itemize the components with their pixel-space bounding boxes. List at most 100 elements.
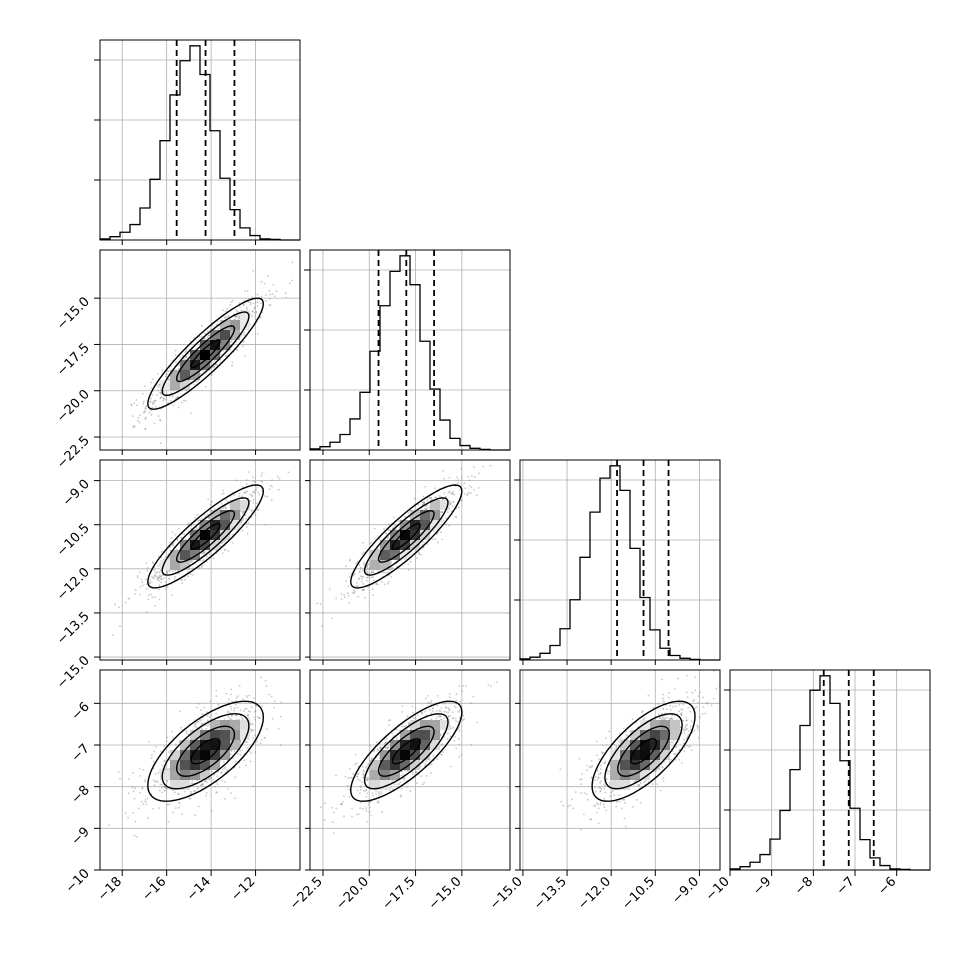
point xyxy=(151,754,153,756)
point xyxy=(268,304,271,306)
point xyxy=(168,803,171,806)
point xyxy=(192,574,195,576)
point xyxy=(207,516,210,519)
point xyxy=(254,704,257,707)
point xyxy=(212,361,215,364)
point xyxy=(225,692,228,695)
point xyxy=(151,403,154,406)
point xyxy=(248,694,251,697)
point xyxy=(269,293,271,296)
point xyxy=(174,354,177,357)
point xyxy=(145,562,148,564)
scatter-points xyxy=(559,670,720,831)
point xyxy=(214,786,217,788)
point xyxy=(228,698,230,701)
point xyxy=(615,805,617,808)
point xyxy=(227,550,230,553)
point xyxy=(268,289,271,292)
point xyxy=(148,741,151,743)
point xyxy=(133,797,136,800)
point xyxy=(240,520,243,523)
point xyxy=(206,715,209,717)
point xyxy=(197,703,200,705)
point xyxy=(407,512,409,514)
point xyxy=(177,395,179,398)
panel-frame xyxy=(309,459,511,661)
point xyxy=(213,365,216,368)
point xyxy=(254,514,257,516)
point xyxy=(118,606,120,609)
point xyxy=(203,551,206,554)
point xyxy=(233,494,236,496)
point xyxy=(190,573,192,575)
point xyxy=(138,571,141,573)
point xyxy=(346,784,349,787)
point xyxy=(231,533,234,536)
density-cell xyxy=(210,530,220,540)
point xyxy=(261,480,264,483)
point xyxy=(203,513,206,516)
point xyxy=(406,715,409,718)
point xyxy=(399,795,402,798)
point xyxy=(191,560,194,562)
point xyxy=(256,740,258,743)
point xyxy=(246,483,248,486)
point xyxy=(387,523,390,525)
point xyxy=(155,745,157,748)
point xyxy=(144,408,147,410)
point xyxy=(448,693,451,695)
point xyxy=(184,351,187,353)
density-cell xyxy=(210,350,220,360)
point xyxy=(275,290,278,292)
density-cell xyxy=(180,560,190,570)
panel-frame xyxy=(519,459,721,661)
point xyxy=(450,492,453,495)
point xyxy=(355,813,358,816)
point xyxy=(239,509,242,512)
point xyxy=(366,576,369,579)
point xyxy=(141,787,144,790)
point xyxy=(363,588,366,591)
point xyxy=(353,589,356,592)
point xyxy=(347,595,350,597)
point xyxy=(224,355,227,357)
point xyxy=(340,593,343,595)
point xyxy=(367,803,370,806)
point xyxy=(487,684,490,686)
point xyxy=(473,466,475,469)
point xyxy=(279,744,282,747)
point xyxy=(124,812,127,814)
contour-2 xyxy=(349,700,463,802)
point xyxy=(339,803,342,806)
point xyxy=(175,807,177,809)
point xyxy=(207,330,209,333)
point xyxy=(699,691,701,694)
point xyxy=(158,383,161,386)
point xyxy=(451,505,454,508)
point xyxy=(145,578,147,581)
point xyxy=(288,282,291,284)
point xyxy=(147,567,149,569)
point xyxy=(390,575,393,578)
point xyxy=(236,310,239,313)
point xyxy=(451,492,454,494)
point xyxy=(160,750,163,753)
point xyxy=(169,399,172,402)
point xyxy=(452,501,455,503)
point xyxy=(388,529,391,531)
point xyxy=(190,559,193,562)
point xyxy=(255,318,257,320)
point xyxy=(443,477,445,480)
point xyxy=(356,581,358,584)
point xyxy=(185,356,188,358)
point xyxy=(376,570,379,573)
point xyxy=(371,588,374,591)
point xyxy=(163,397,166,400)
point xyxy=(381,580,383,583)
point xyxy=(591,764,594,767)
point xyxy=(144,427,147,430)
point xyxy=(393,516,395,519)
point xyxy=(145,803,148,806)
point xyxy=(233,318,236,321)
histogram-panel-3 xyxy=(724,669,931,871)
